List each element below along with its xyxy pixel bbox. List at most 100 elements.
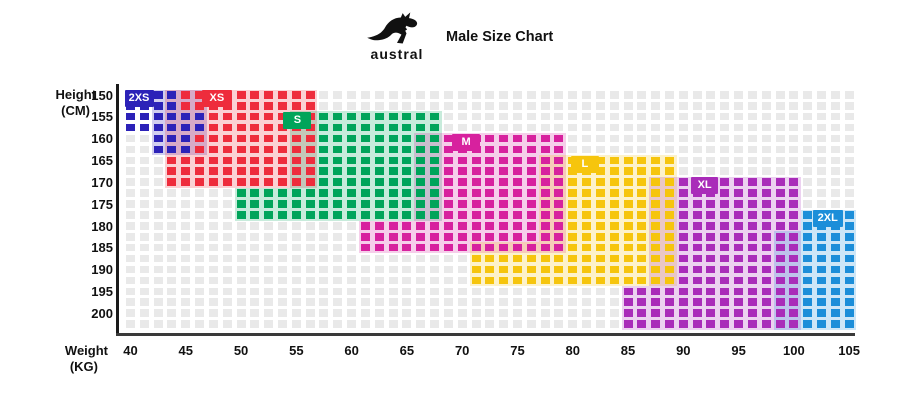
grid-cell — [457, 243, 467, 252]
grid-cell — [540, 276, 550, 285]
grid-cell — [402, 112, 412, 121]
grid-cell — [761, 145, 771, 154]
grid-cell — [347, 243, 357, 252]
grid-cell — [153, 309, 163, 317]
y-tick-label: 165 — [91, 153, 113, 169]
grid-cell — [844, 123, 854, 132]
grid-cell — [734, 222, 744, 230]
grid-cell — [278, 112, 288, 121]
grid-cell — [817, 167, 826, 176]
grid-cell — [471, 211, 481, 219]
grid-cell — [333, 309, 343, 317]
grid-cell — [471, 232, 481, 241]
size-region-bg-2xl — [773, 231, 857, 330]
grid-cell — [678, 309, 688, 317]
grid-cell — [512, 211, 522, 219]
x-tick-label: 75 — [510, 343, 525, 358]
grid-cell — [139, 287, 149, 296]
grid-cell — [651, 112, 661, 121]
grid-cell — [803, 167, 813, 176]
grid-cell — [167, 222, 177, 230]
grid-cell — [664, 123, 674, 132]
grid-cell — [347, 254, 357, 263]
grid-cell — [595, 200, 605, 208]
grid-cell — [222, 200, 232, 208]
grid-cell — [333, 91, 343, 99]
grid-cell — [291, 298, 301, 307]
grid-cell — [485, 232, 495, 241]
grid-cell — [305, 232, 315, 241]
grid-cell — [208, 200, 218, 208]
grid-cell — [540, 211, 550, 219]
grid-cell — [333, 101, 343, 110]
grid-cell — [278, 298, 288, 307]
grid-cell — [443, 222, 453, 230]
grid-cell — [830, 156, 840, 165]
grid-cell — [582, 265, 592, 274]
grid-cell — [430, 123, 440, 132]
grid-cell — [817, 189, 826, 197]
grid-cell — [430, 265, 440, 274]
grid-cell — [402, 145, 412, 154]
grid-cell — [499, 101, 509, 110]
grid-cell — [637, 265, 647, 274]
grid-cell — [195, 287, 205, 296]
grid-cell — [609, 298, 619, 307]
grid-cell — [568, 189, 578, 197]
grid-cell — [678, 320, 688, 328]
grid-cell — [664, 112, 674, 121]
grid-cell — [582, 123, 592, 132]
grid-cell — [195, 134, 205, 143]
grid-cell — [844, 276, 854, 285]
grid-cell — [388, 189, 398, 197]
grid-cell — [319, 101, 329, 110]
grid-cell — [250, 167, 260, 176]
grid-cell — [360, 178, 370, 186]
grid-cell — [416, 200, 426, 208]
y-tick-label: 180 — [91, 218, 113, 234]
grid-cell — [678, 178, 688, 186]
grid-cell — [264, 222, 274, 230]
grid-cell — [139, 200, 149, 208]
grid-cell — [817, 156, 826, 165]
grid-cell — [651, 91, 661, 99]
grid-cell — [734, 178, 744, 186]
grid-cell — [374, 309, 384, 317]
grid-cell — [706, 232, 716, 241]
grid-cell — [789, 156, 799, 165]
grid-cell — [305, 254, 315, 263]
grid-cell — [167, 276, 177, 285]
grid-cell — [720, 200, 730, 208]
grid-cell — [430, 189, 440, 197]
grid-cell — [195, 320, 205, 328]
grid-cell — [236, 200, 246, 208]
grid-cell — [775, 91, 785, 99]
grid-cell — [789, 112, 799, 121]
grid-cell — [457, 167, 467, 176]
grid-cell — [222, 243, 232, 252]
grid-cell — [402, 254, 412, 263]
grid-cell — [720, 101, 730, 110]
grid-cell — [775, 167, 785, 176]
grid-cell — [623, 200, 633, 208]
grid-cell — [319, 211, 329, 219]
grid-cell — [678, 145, 688, 154]
grid-cell — [153, 123, 163, 132]
grid-cell — [195, 123, 205, 132]
grid-cell — [734, 101, 744, 110]
grid-cell — [499, 243, 509, 252]
grid-cell — [830, 134, 840, 143]
grid-cell — [609, 309, 619, 317]
grid-cell — [568, 145, 578, 154]
grid-cell — [167, 200, 177, 208]
grid-cell — [139, 232, 149, 241]
grid-cell — [430, 243, 440, 252]
grid-cell — [195, 265, 205, 274]
grid-cell — [761, 265, 771, 274]
grid-cell — [126, 211, 135, 219]
grid-cell — [554, 134, 564, 143]
grid-cell — [664, 222, 674, 230]
grid-cell — [651, 211, 661, 219]
grid-cell — [526, 101, 536, 110]
grid-cell — [775, 156, 785, 165]
